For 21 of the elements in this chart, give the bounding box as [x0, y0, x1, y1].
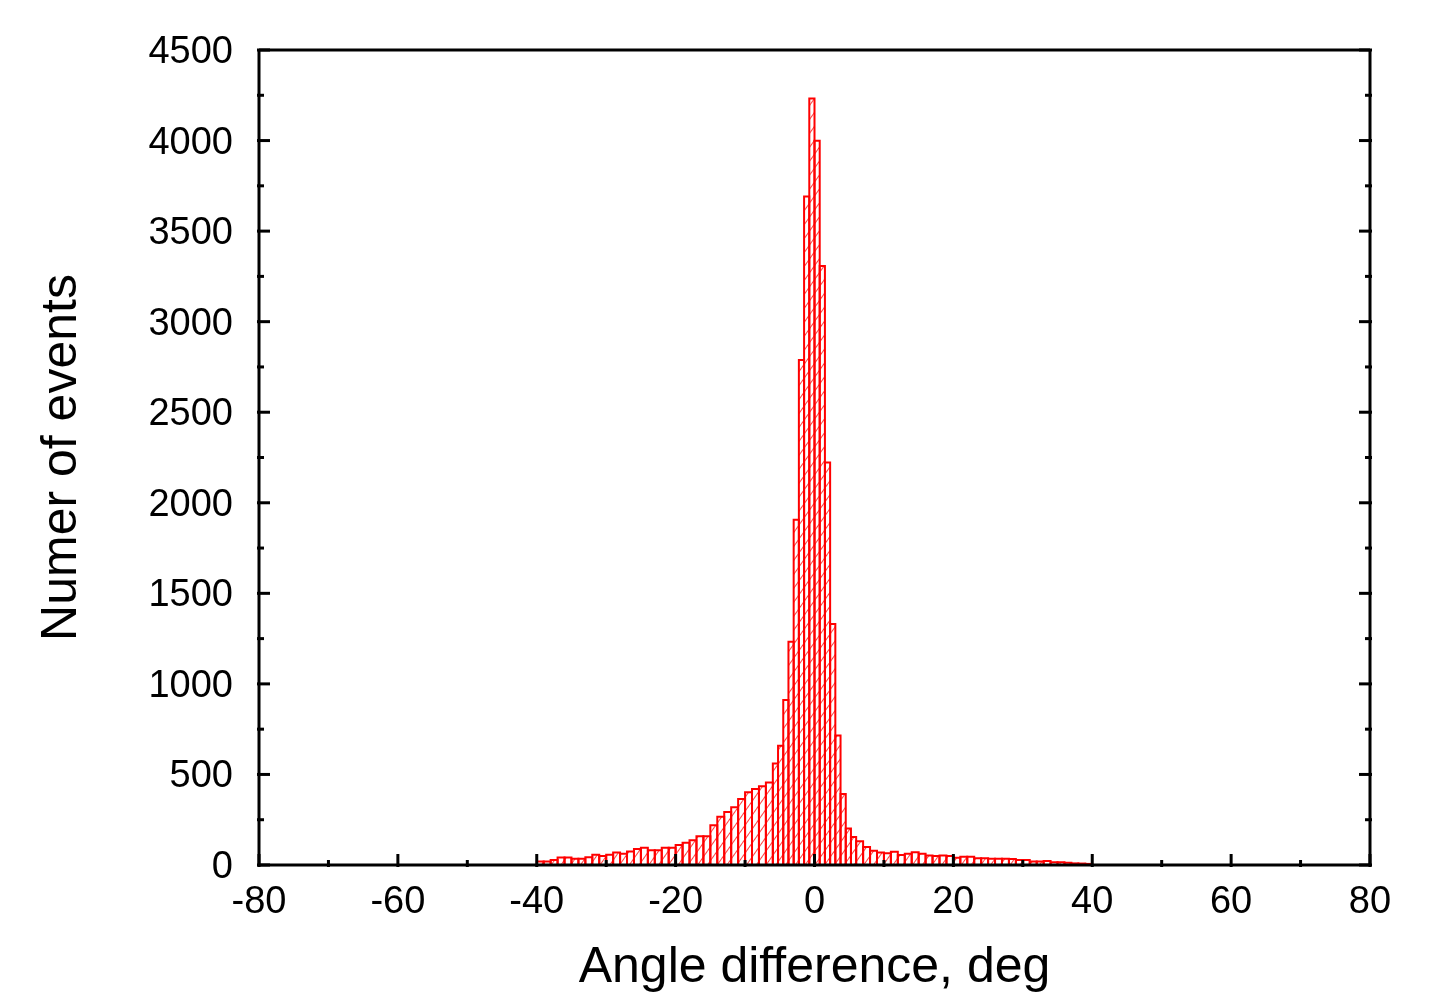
x-tick-label: -60	[370, 879, 426, 921]
y-tick-label: 4500	[148, 29, 233, 71]
x-tick-label: 60	[1209, 879, 1253, 921]
y-tick-label: 500	[169, 753, 233, 796]
y-tick-label: 3000	[148, 300, 233, 343]
x-tick-label: 40	[1071, 879, 1114, 921]
y-axis-title: Numer of events	[30, 274, 87, 641]
x-tick-label: 80	[1348, 879, 1392, 921]
y-tick-label: 3500	[148, 210, 233, 253]
x-tick-label: -20	[648, 879, 704, 921]
y-tick-label: 0	[211, 844, 233, 886]
x-tick-label: 20	[932, 879, 975, 921]
x-tick-label: -80	[231, 879, 287, 921]
y-tick-label: 1000	[148, 662, 233, 705]
y-tick-label: 1500	[148, 572, 233, 615]
x-tick-label: -40	[509, 879, 565, 921]
y-tick-label: 4000	[148, 119, 233, 162]
x-axis-title: Angle difference, deg	[578, 937, 1051, 993]
y-tick-label: 2000	[148, 481, 233, 524]
y-tick-label: 2500	[148, 391, 233, 434]
x-tick-label: 0	[803, 879, 826, 921]
